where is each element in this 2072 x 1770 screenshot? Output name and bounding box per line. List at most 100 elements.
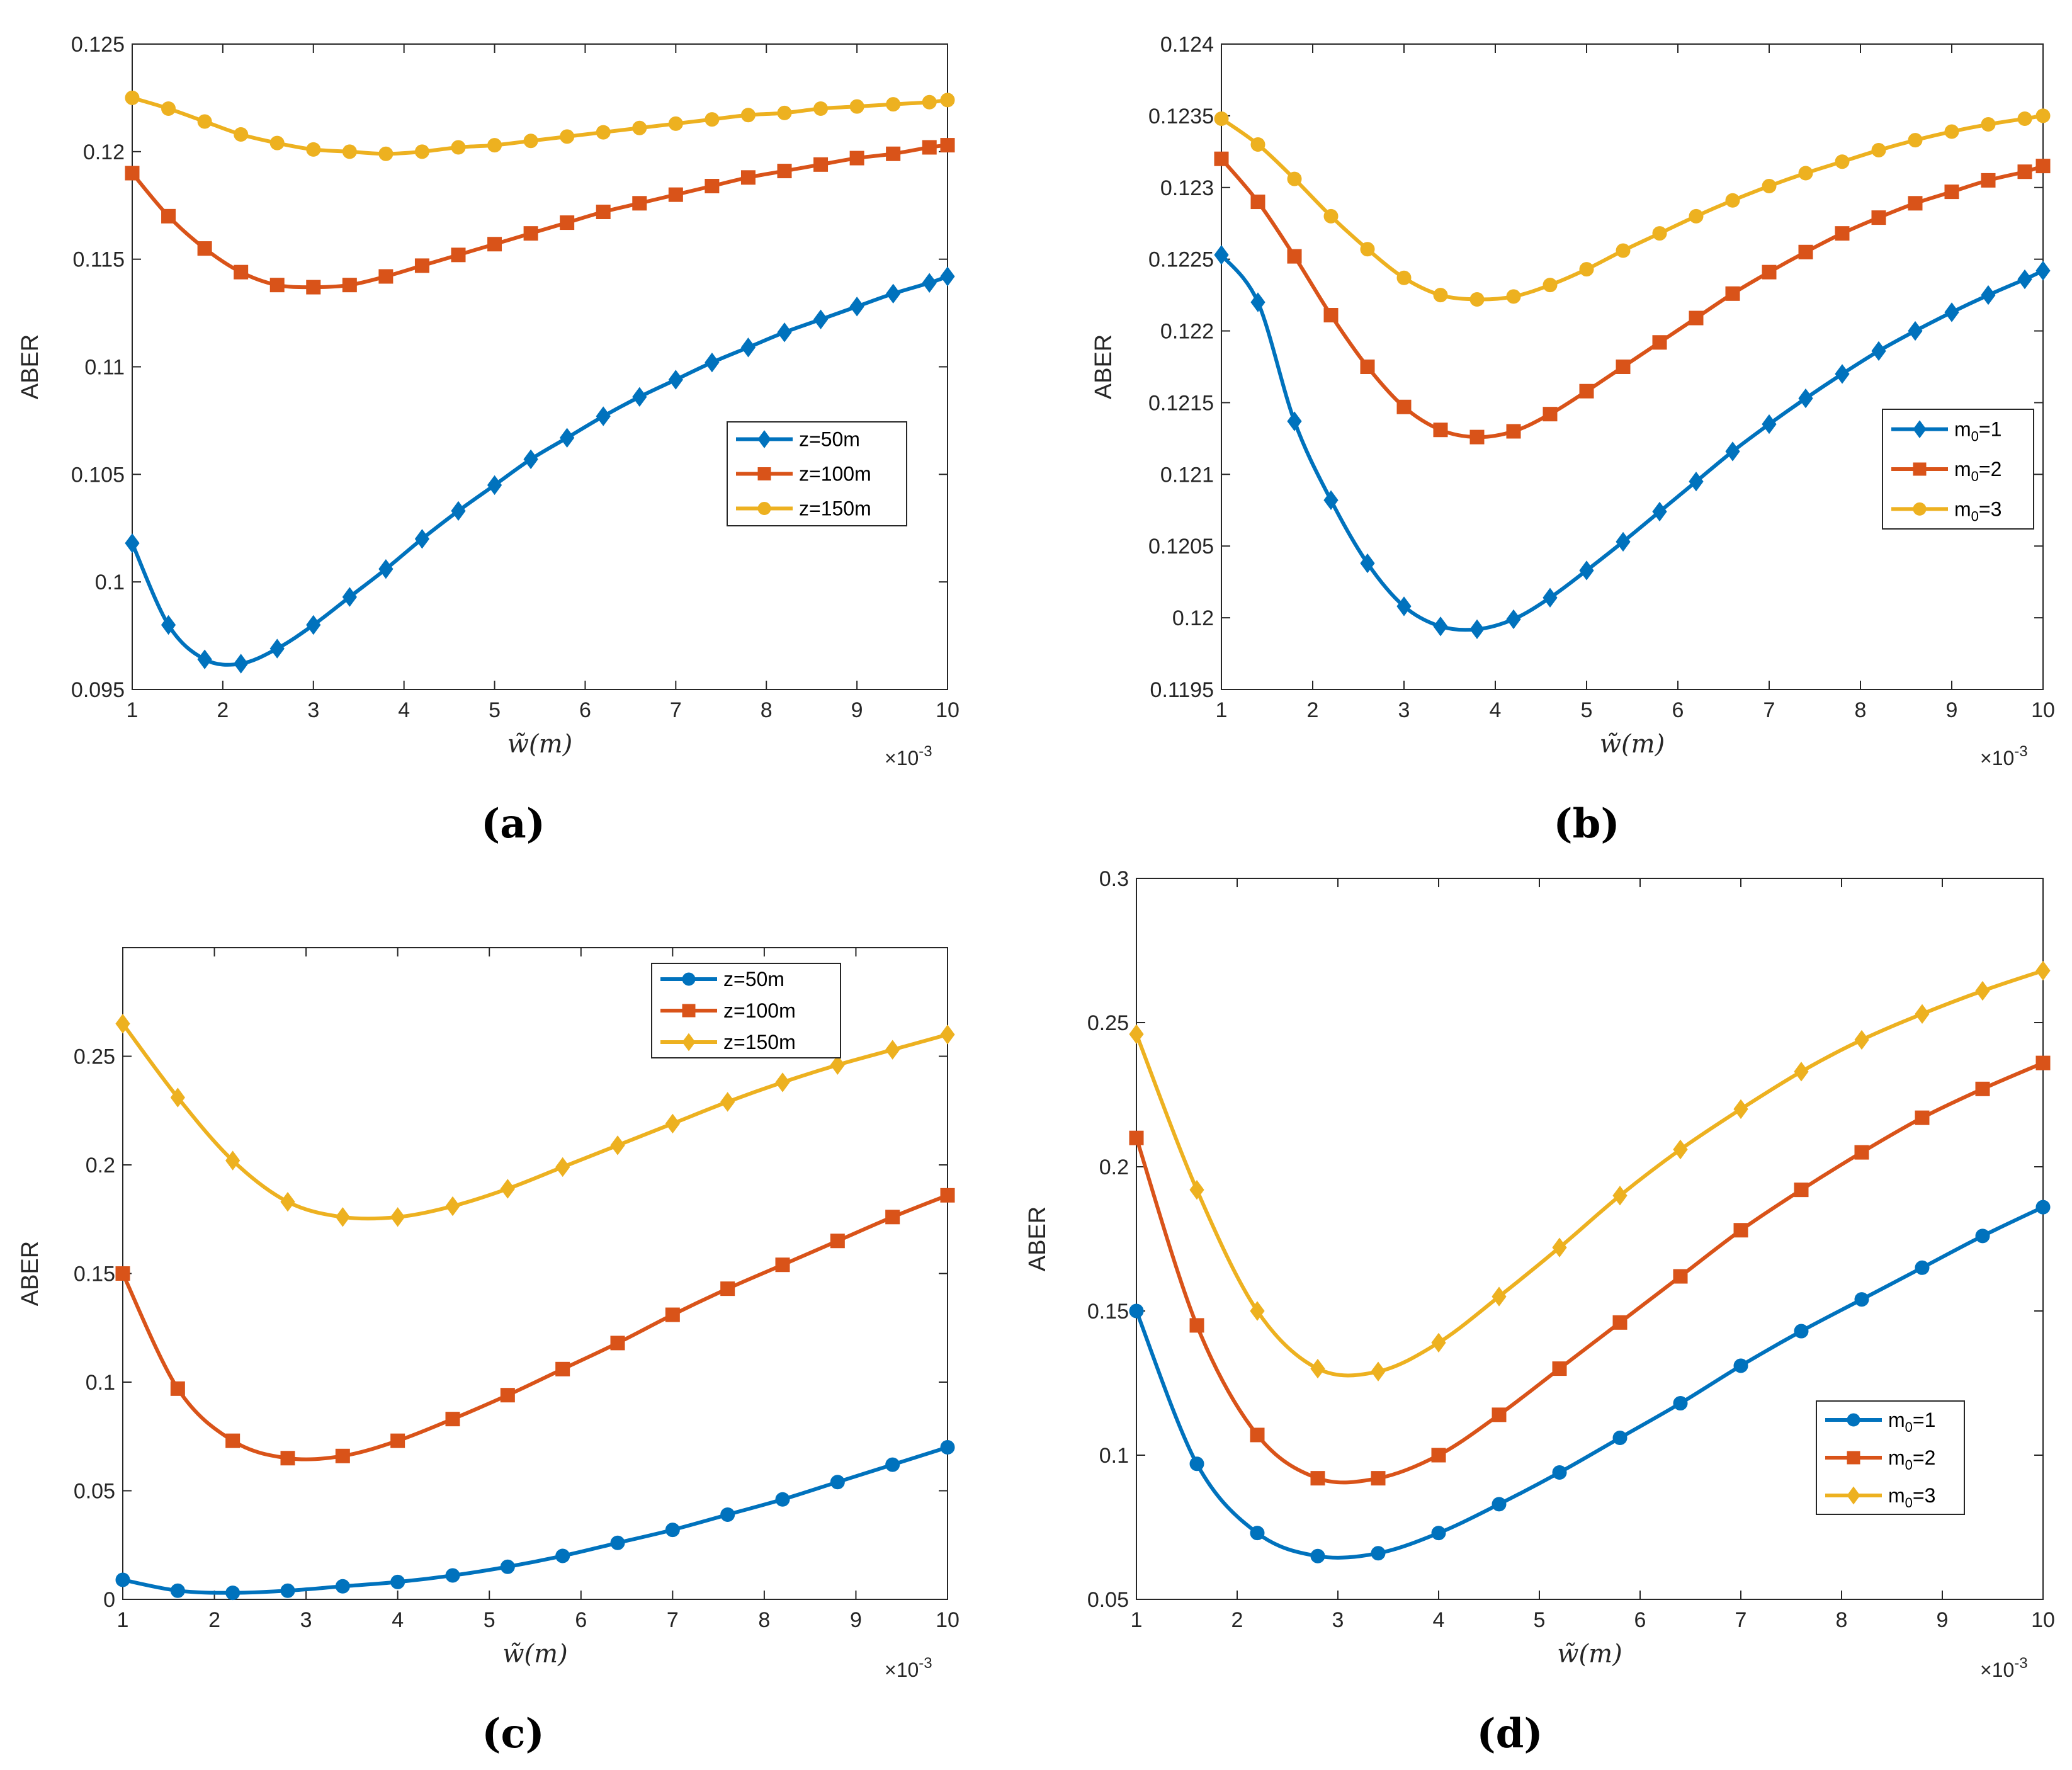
x-tick-label: 5 — [484, 1608, 495, 1632]
data-point — [560, 428, 575, 448]
data-point — [1433, 423, 1448, 438]
legend: m0=1m0=2m0=3 — [1882, 409, 2034, 530]
data-point — [1492, 1497, 1507, 1512]
data-point — [1323, 490, 1339, 511]
x-tick-label: 3 — [307, 698, 319, 722]
x-tick-label: 10 — [936, 698, 960, 722]
data-point — [390, 1207, 405, 1227]
chart-panel-a: 1 2 3 4 5 6 7 8 9 10 0.095 0.1 0.105 0.11 0.115 0.12 0.1… — [17, 33, 960, 848]
legend-marker — [1847, 1486, 1860, 1505]
data-point — [1323, 308, 1339, 322]
data-point — [777, 322, 792, 343]
data-point — [280, 1191, 295, 1212]
data-point — [170, 1087, 185, 1108]
series-z-50m — [115, 1440, 955, 1601]
y-tick-label: 0.122 — [1160, 320, 1214, 344]
series-z-100m — [125, 138, 955, 295]
y-tick-label: 0.1 — [95, 570, 125, 594]
data-point — [665, 1307, 680, 1322]
legend-label: m0=3 — [1888, 1484, 1935, 1511]
legend: z=50m z=100m z=150m — [727, 421, 907, 526]
data-point — [777, 105, 792, 120]
data-point — [1975, 1081, 1990, 1096]
data-point — [390, 1433, 405, 1448]
data-point — [523, 133, 538, 149]
data-point — [390, 1574, 405, 1589]
data-point — [705, 112, 720, 127]
data-point — [1725, 286, 1740, 301]
y-tick-label: 0.05 — [1087, 1588, 1129, 1612]
y-tick-label: 0.123 — [1160, 176, 1214, 200]
data-point — [445, 1196, 460, 1217]
data-point — [1287, 411, 1302, 431]
data-point — [161, 208, 176, 224]
x-tick-label: 1 — [127, 698, 139, 722]
data-point — [596, 205, 611, 219]
x-tick-label: 4 — [1490, 698, 1502, 722]
data-point — [1981, 285, 1996, 305]
data-point — [1469, 619, 1485, 640]
data-point — [830, 1234, 845, 1249]
data-point — [705, 352, 720, 373]
x-tick-label: 5 — [1581, 698, 1593, 722]
x-tick-label: 7 — [1735, 1608, 1747, 1632]
data-point — [555, 1157, 570, 1177]
x-tick-label: 10 — [2031, 1608, 2055, 1632]
data-point — [414, 529, 430, 549]
data-point — [1908, 321, 1923, 341]
data-point — [1129, 1303, 1144, 1319]
x-exponent-label: ×10-3 — [885, 743, 932, 769]
data-point — [1492, 1407, 1507, 1422]
data-point — [1689, 472, 1704, 492]
legend-label: z=100m — [799, 463, 871, 485]
data-point — [1543, 278, 1558, 293]
panel-label: (b) — [1553, 800, 1619, 848]
y-tick-label: 0.124 — [1160, 33, 1214, 57]
data-point — [830, 1055, 845, 1075]
data-point — [2017, 111, 2032, 126]
data-point — [1673, 1139, 1688, 1160]
data-point — [775, 1257, 790, 1273]
y-tick-label: 0 — [103, 1588, 115, 1612]
y-tick-label: 0.1195 — [1150, 678, 1214, 702]
chart-panel-d: 1 2 3 4 5 6 7 8 9 10 0.05 0.1 0.15 0.2 0.25 0.3 ABER w̃(m… — [1024, 867, 2055, 1757]
data-point — [1835, 364, 1850, 384]
data-point — [161, 101, 176, 116]
chart-panel-c: 1 2 3 4 5 6 7 8 9 10 0 0.05 0.1 0.15 0.2 0.25 ABER w̃(m) ×… — [17, 947, 960, 1757]
data-point — [1835, 226, 1850, 241]
data-point — [1543, 407, 1558, 422]
data-point — [1433, 288, 1448, 303]
y-axis-title: ABER — [17, 1241, 43, 1306]
data-point — [1579, 383, 1594, 399]
data-point — [596, 125, 611, 140]
data-point — [1915, 1004, 1930, 1024]
data-point — [2035, 960, 2051, 981]
x-tick-label: 8 — [758, 1608, 770, 1632]
x-tick-label: 7 — [670, 698, 682, 722]
data-point — [668, 370, 683, 390]
data-point — [1250, 137, 1265, 152]
y-tick-label: 0.15 — [1087, 1300, 1129, 1324]
series-m0-1 — [1129, 1200, 2051, 1563]
data-point — [1915, 1260, 1930, 1275]
series-line — [121, 1445, 949, 1595]
data-point — [500, 1179, 515, 1199]
data-point — [1733, 1223, 1748, 1238]
data-point — [378, 269, 393, 284]
data-point — [1794, 1062, 1809, 1082]
series-m0-2 — [1129, 1055, 2051, 1486]
data-point — [885, 1457, 900, 1472]
data-point — [197, 649, 212, 669]
plot-area — [132, 43, 948, 690]
x-axis-title: w̃(m) — [507, 730, 572, 759]
data-point — [555, 1548, 570, 1563]
y-tick-label: 0.105 — [71, 463, 125, 487]
legend-label: z=100m — [723, 999, 796, 1022]
data-point — [886, 283, 901, 304]
y-tick-label: 0.15 — [74, 1262, 115, 1286]
data-point — [523, 226, 538, 241]
data-point — [1371, 1361, 1386, 1381]
data-point — [740, 338, 756, 358]
data-point — [115, 1014, 130, 1034]
data-point — [451, 247, 466, 263]
